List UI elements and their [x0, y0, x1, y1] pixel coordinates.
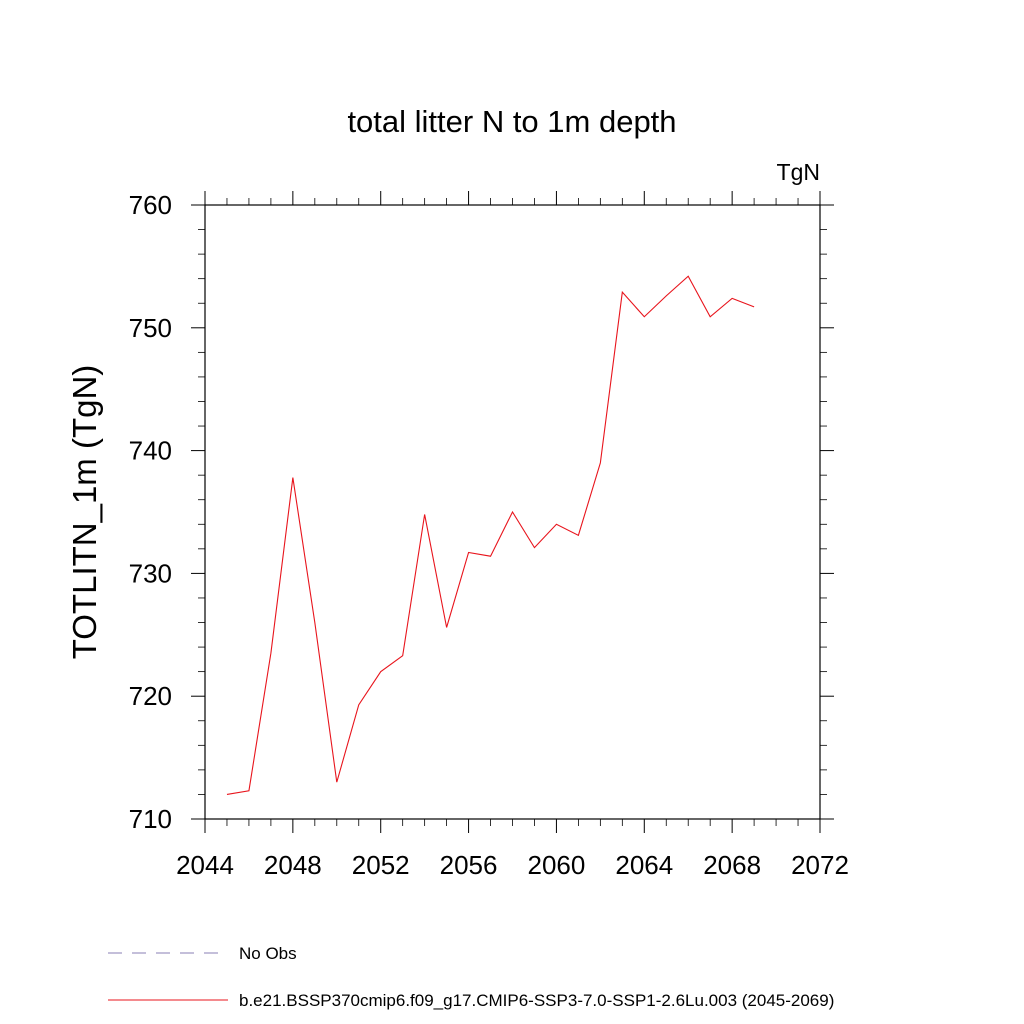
series-layer	[226, 275, 755, 795]
x-tick-label: 2072	[791, 850, 849, 880]
y-tick-label: 750	[129, 313, 172, 343]
legend: No Obs b.e21.BSSP370cmip6.f09_g17.CMIP6-S…	[108, 944, 834, 1010]
x-tick-label: 2060	[528, 850, 586, 880]
x-tick-label: 2052	[352, 850, 410, 880]
x-tick-label: 2056	[440, 850, 498, 880]
series-line-1	[226, 275, 755, 795]
x-tick-label: 2064	[615, 850, 673, 880]
x-tick-label: 2048	[264, 850, 322, 880]
y-tick-label: 720	[129, 681, 172, 711]
legend-label-1: b.e21.BSSP370cmip6.f09_g17.CMIP6-SSP3-7.…	[239, 991, 834, 1010]
legend-label-0: No Obs	[239, 944, 297, 963]
x-tick-label: 2068	[703, 850, 761, 880]
x-axis-ticks: 2044 2048 2052 2056 2060 2064 2068 2072	[176, 191, 849, 880]
y-axis-ticks: 710 720 730 740 750 760	[129, 190, 834, 834]
y-tick-label: 740	[129, 436, 172, 466]
x-tick-label: 2044	[176, 850, 234, 880]
y-tick-label: 710	[129, 804, 172, 834]
units-label: TgN	[777, 159, 820, 185]
chart-title: total litter N to 1m depth	[347, 104, 676, 139]
y-axis-label: TOTLITN_1m (TgN)	[66, 365, 103, 660]
y-tick-label: 730	[129, 558, 172, 588]
y-tick-label: 760	[129, 190, 172, 220]
